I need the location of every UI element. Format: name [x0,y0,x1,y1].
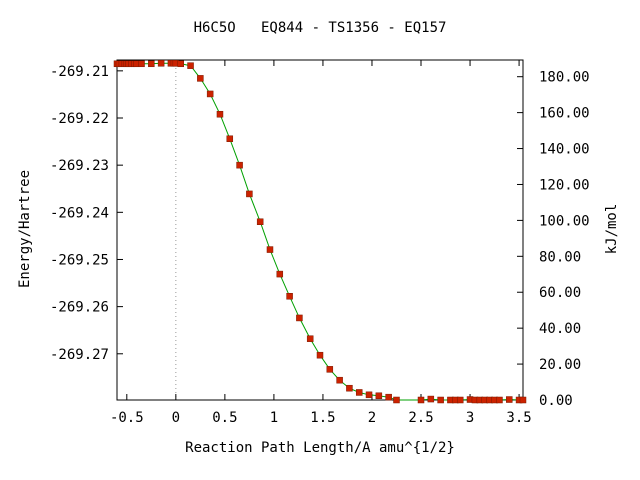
data-point [437,396,444,404]
x-tick-label: 0.5 [212,410,237,426]
data-point [456,396,464,404]
y2-tick-label: 0.00 [539,393,573,409]
data-point [138,60,145,68]
data-point [177,60,184,68]
data-point [266,246,274,253]
data-point [393,396,400,404]
data-point [286,293,293,300]
y2-tick-label: 180.00 [539,70,590,86]
data-point [296,314,303,322]
data-point [197,75,204,82]
data-point [148,60,155,68]
y2-tick-label: 140.00 [539,142,590,158]
y-tick-label: -269.25 [50,252,109,268]
chart-title: H6C5O EQ844 - TS1356 - EQ157 [194,20,447,36]
data-point [206,90,214,98]
y-axis-label: Energy/Hartree [17,170,33,288]
y-tick-label: -269.22 [50,111,109,127]
data-point [427,395,435,403]
y2-axis-ticks: 0.00 20.00 40.00 60.00 80.00 100.00 120.00 140.… [517,70,590,409]
y2-tick-label: 60.00 [539,285,581,301]
data-point [256,218,264,225]
y2-tick-label: 160.00 [539,106,590,122]
x-axis-ticks: -0.5 0 0.5 1 1.5 2 2.5 3 3.5 [110,60,532,426]
y2-axis-label: kJ/mol [604,204,620,255]
data-point [375,392,383,400]
data-point [226,135,234,143]
y-tick-label: -269.27 [50,347,109,363]
x-axis-label: Reaction Path Length/A amu^{1/2} [185,440,455,456]
data-point [506,396,513,403]
y2-tick-label: 20.00 [539,357,581,373]
data-point [246,190,253,198]
x-tick-label: 2.5 [408,410,433,426]
data-point [346,384,353,392]
y2-tick-label: 80.00 [539,249,581,265]
x-tick-label: 2 [368,410,376,426]
plot-frame [116,59,524,401]
data-point [336,376,343,384]
data-point [187,62,194,69]
data-point [326,366,334,373]
x-tick-label: 3.5 [506,410,531,426]
data-point [236,161,243,169]
data-point [496,396,503,404]
data-point [316,351,324,359]
y-tick-label: -269.26 [50,300,109,316]
x-tick-label: 1 [270,410,278,426]
y-tick-label: -269.23 [50,158,109,174]
y-tick-label: -269.24 [50,205,109,221]
data-point [157,60,165,67]
series-points [113,60,527,404]
data-point [365,391,373,399]
data-point [276,270,284,278]
data-point [355,389,363,396]
y2-tick-label: 100.00 [539,213,590,229]
data-point [519,396,527,404]
y-axis-ticks: -269.21 -269.22 -269.23 -269.24 -269.25 -269.… [50,64,123,363]
y2-tick-label: 40.00 [539,321,581,337]
data-point [306,335,314,342]
y-tick-label: -269.21 [50,64,109,80]
y2-tick-label: 120.00 [539,177,590,193]
x-tick-label: 1.5 [310,410,335,426]
series-line [117,62,523,401]
data-point [385,393,392,401]
data-point [417,396,425,404]
x-tick-label: -0.5 [110,410,144,426]
data-point [216,110,224,118]
x-tick-label: 0 [172,410,180,426]
x-tick-label: 3 [466,410,474,426]
